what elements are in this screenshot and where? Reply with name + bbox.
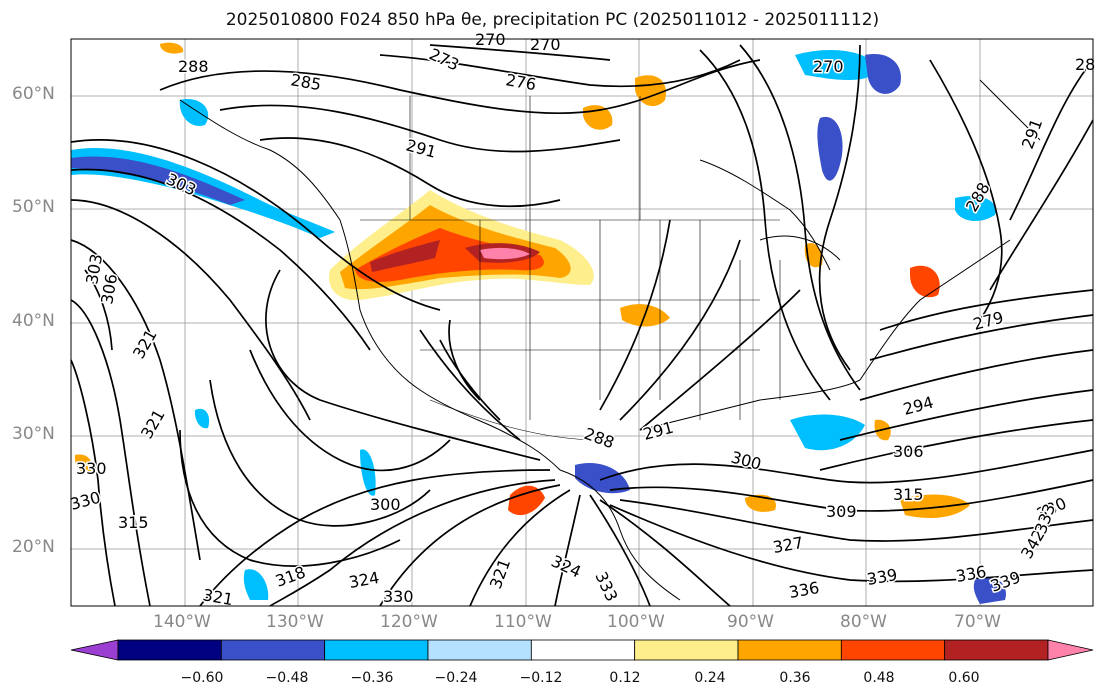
colorbar-segment	[1047, 639, 1094, 661]
colorbar-segment	[220, 639, 326, 661]
colorbar-segment	[634, 639, 739, 661]
colorbar-tick: −0.24	[434, 670, 478, 686]
colorbar-tick: −0.48	[265, 670, 309, 686]
lon-label-130w: 130°W	[266, 612, 324, 632]
lon-label-110w: 110°W	[494, 612, 552, 632]
colorbar-segment	[737, 639, 842, 661]
colorbar-segment	[324, 639, 429, 661]
lat-label-60n: 60°N	[12, 84, 55, 104]
lon-label-100w: 100°W	[607, 612, 665, 632]
colorbar-tick: 0.60	[948, 670, 980, 686]
colorbar-segment	[117, 639, 222, 661]
contour-label: 270	[530, 35, 561, 54]
contour-label: 315	[118, 513, 149, 532]
political-borders	[360, 96, 781, 441]
contour-label: 315	[893, 485, 924, 504]
colorbar-tick: −0.12	[519, 670, 563, 686]
lon-label-120w: 120°W	[380, 612, 438, 632]
colorbar-segment	[70, 639, 119, 661]
map-title: 2025010800 F024 850 hPa θe, precipitatio…	[225, 10, 880, 30]
negative-anomaly-regions	[71, 50, 1006, 604]
lon-label-140w: 140°W	[153, 612, 211, 632]
colorbar-segment	[840, 639, 946, 661]
colorbar-segment	[427, 639, 532, 661]
contour-label: 306	[893, 442, 924, 461]
contour-label: 339	[865, 565, 898, 589]
colorbar-tick: 0.24	[694, 670, 726, 686]
theta-e-contours	[70, 44, 1094, 607]
colorbar	[70, 639, 1094, 661]
colorbar-tick: 0.36	[779, 670, 811, 686]
lat-label-20n: 20°N	[12, 537, 55, 557]
colorbar-tick: 0.12	[609, 670, 641, 686]
contour-label: 288	[178, 57, 209, 76]
lon-label-80w: 80°W	[840, 612, 887, 632]
positive-anomaly-regions	[74, 42, 970, 518]
colorbar-segment	[944, 639, 1049, 661]
lon-label-90w: 90°W	[727, 612, 774, 632]
contour-label: 270	[813, 57, 844, 76]
lat-label-30n: 30°N	[12, 424, 55, 444]
coastlines	[179, 79, 1041, 601]
colorbar-tick: −0.36	[350, 670, 394, 686]
lat-label-50n: 50°N	[12, 197, 55, 217]
contour-label: 330	[76, 459, 107, 478]
colorbar-tick: −0.60	[180, 670, 224, 686]
contour-label: 309	[826, 502, 857, 521]
contour-label: 300	[370, 495, 401, 514]
contour-label: 28	[1075, 55, 1095, 74]
colorbar-tick: 0.48	[863, 670, 895, 686]
colorbar-segment	[530, 639, 636, 661]
lat-label-40n: 40°N	[12, 311, 55, 331]
lon-label-70w: 70°W	[954, 612, 1001, 632]
contour-label: 330	[383, 587, 414, 606]
map-frame	[70, 38, 1094, 607]
